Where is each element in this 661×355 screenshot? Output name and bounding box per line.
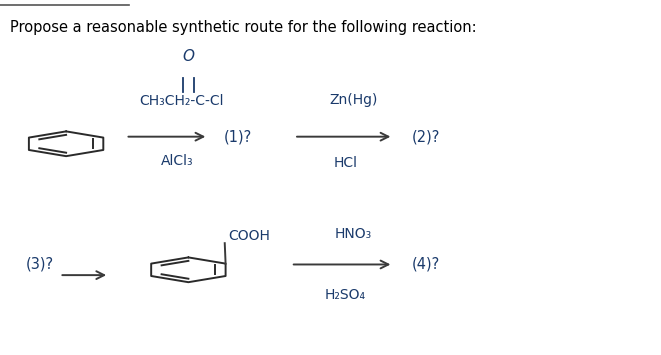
- Text: O: O: [182, 49, 194, 64]
- Text: (2)?: (2)?: [412, 129, 440, 144]
- Text: COOH: COOH: [228, 229, 270, 243]
- Text: HCl: HCl: [334, 156, 358, 170]
- Text: H₂SO₄: H₂SO₄: [325, 288, 366, 301]
- Text: (4)?: (4)?: [412, 257, 440, 272]
- Text: CH₃CH₂-C-Cl: CH₃CH₂-C-Cl: [139, 94, 224, 108]
- Text: HNO₃: HNO₃: [335, 228, 372, 241]
- Text: AlCl₃: AlCl₃: [161, 154, 194, 168]
- Text: (3)?: (3)?: [26, 257, 54, 272]
- Text: (1)?: (1)?: [224, 129, 252, 144]
- Text: Propose a reasonable synthetic route for the following reaction:: Propose a reasonable synthetic route for…: [10, 20, 477, 34]
- Text: Zn(Hg): Zn(Hg): [329, 93, 378, 106]
